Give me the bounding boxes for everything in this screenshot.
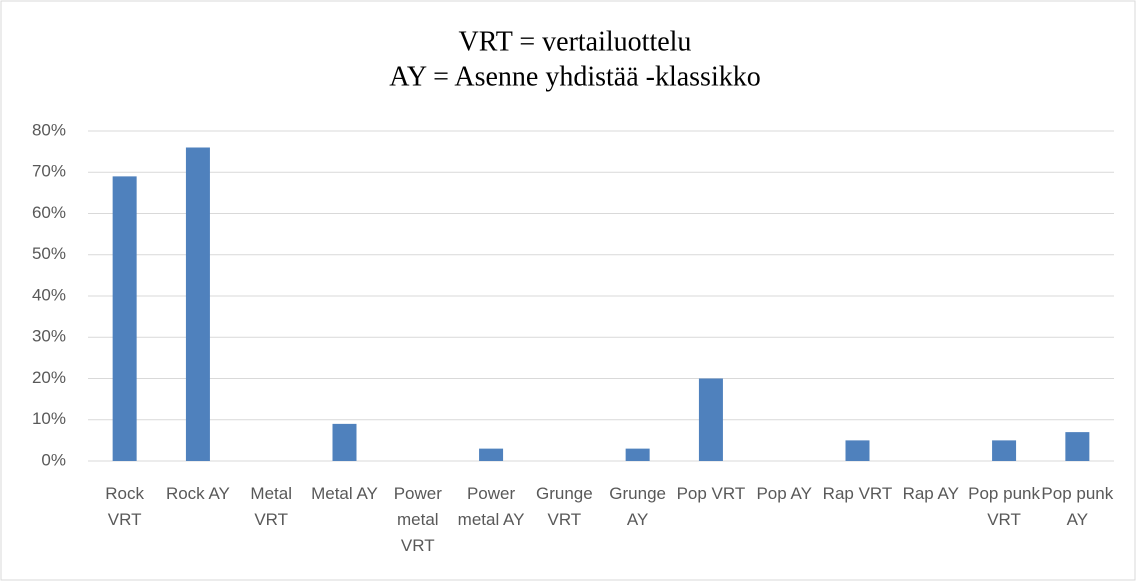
x-tick-label: Pop VRT: [676, 484, 746, 503]
x-tick-label: Grunge AY: [609, 484, 666, 529]
y-tick-label: 30%: [32, 327, 66, 346]
chart-title: VRT = vertailuottelu: [459, 26, 692, 57]
chart-title: AY = Asenne yhdistää -klassikko: [389, 61, 760, 92]
y-tick-label: 20%: [32, 368, 66, 387]
y-tick-label: 10%: [32, 409, 66, 428]
bar: [479, 448, 504, 461]
x-tick-label: Metal AY: [311, 484, 378, 503]
bar: [185, 147, 210, 461]
x-tick-label: Rap AY: [902, 484, 959, 503]
x-tick-label: Grunge VRT: [535, 484, 593, 529]
x-tick-label: Pop punk AY: [1041, 484, 1114, 529]
x-tick-label: Power metal VRT: [393, 484, 442, 555]
bar: [698, 378, 723, 461]
x-tick-label: Power metal AY: [457, 484, 525, 529]
bar: [625, 448, 650, 461]
bar: [1065, 432, 1090, 461]
y-tick-label: 0%: [41, 450, 66, 469]
y-tick-label: 80%: [32, 120, 66, 139]
x-tick-label: Rock AY: [165, 484, 230, 503]
y-tick-label: 50%: [32, 244, 66, 263]
bar: [332, 423, 357, 461]
y-tick-label: 70%: [32, 162, 66, 181]
y-tick-label: 60%: [32, 203, 66, 222]
x-tick-label: Rap VRT: [822, 484, 893, 503]
y-tick-label: 40%: [32, 285, 66, 304]
x-tick-label: Metal VRT: [250, 484, 292, 529]
bar: [992, 440, 1017, 461]
bar: [112, 176, 137, 461]
bar: [845, 440, 870, 461]
x-tick-label: Pop punk VRT: [968, 484, 1040, 529]
x-tick-label: Pop AY: [756, 484, 812, 503]
x-tick-label: Rock VRT: [105, 484, 144, 529]
